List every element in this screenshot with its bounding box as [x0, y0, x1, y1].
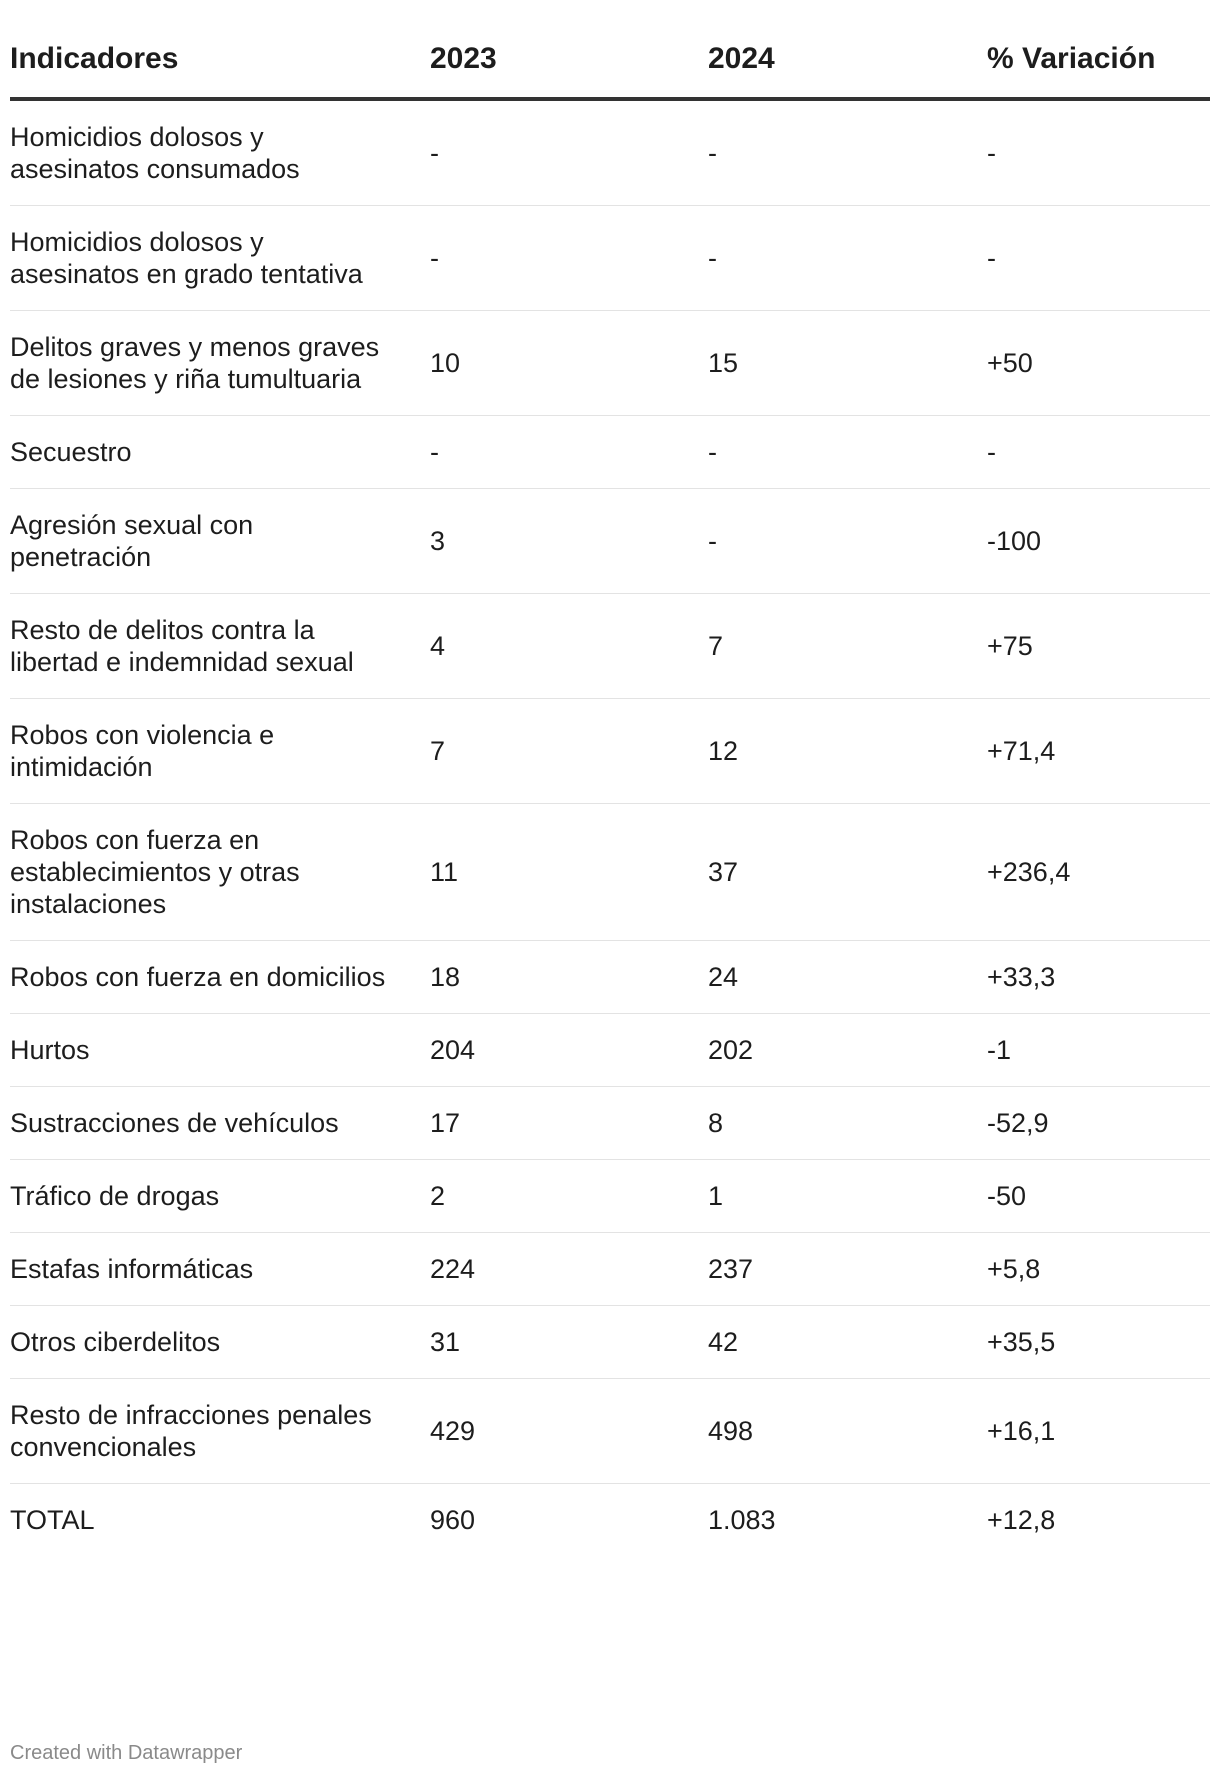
- variation-cell: +35,5: [987, 1305, 1210, 1379]
- column-header-2024[interactable]: 2024: [708, 28, 987, 101]
- value-2023-cell: 429: [430, 1378, 708, 1484]
- variation-cell: +236,4: [987, 803, 1210, 941]
- value-2024-cell: -: [708, 98, 987, 206]
- table-header: Indicadores 2023 2024 % Variación: [10, 28, 1210, 101]
- value-2023-cell: -: [430, 415, 708, 489]
- variation-cell: -: [987, 205, 1210, 311]
- variation-cell: +50: [987, 310, 1210, 416]
- table-row: Agresión sexual con penetración 3- -100: [10, 488, 1210, 594]
- variation-cell: +71,4: [987, 698, 1210, 804]
- value-2023-cell: 3: [430, 488, 708, 594]
- value-2023-cell: 11: [430, 803, 708, 941]
- table-row: Resto de delitos contra la libertad e in…: [10, 593, 1210, 699]
- value-2024-cell: 42: [708, 1305, 987, 1379]
- table-row: Tráfico de drogas 2 1 -50: [10, 1159, 1210, 1233]
- table-row: Secuestro - - -: [10, 415, 1210, 489]
- variation-cell: +5,8: [987, 1232, 1210, 1306]
- crime-indicators-table: Indicadores 2023 2024 % Variación Homici…: [10, 28, 1210, 1556]
- indicator-cell: Secuestro: [10, 415, 430, 489]
- indicator-cell: TOTAL: [10, 1504, 95, 1535]
- value-2024-cell: -: [708, 205, 987, 311]
- value-2023-cell: 31: [430, 1305, 708, 1379]
- indicator-cell: Otros ciberdelitos: [10, 1305, 430, 1379]
- indicator-cell: Estafas informáticas: [10, 1232, 430, 1306]
- table-body: Homicidios dolosos y asesinatos consumad…: [10, 98, 1210, 1556]
- value-2024-cell: 24: [708, 940, 987, 1014]
- indicator-cell: Hurtos: [10, 1013, 430, 1087]
- indicator-cell: Robos con fuerza en domicilios: [10, 940, 430, 1014]
- column-header-indicadores[interactable]: Indicadores: [10, 28, 430, 101]
- indicator-cell: Agresión sexual con penetración: [10, 488, 430, 594]
- value-2024-cell: 7: [708, 593, 987, 699]
- variation-cell: +33,3: [987, 940, 1210, 1014]
- table-row: Sustracciones de vehículos 17 8 -52,9: [10, 1086, 1210, 1160]
- value-2023-cell: 7: [430, 698, 708, 804]
- table-row: TOTAL 960 1.083 +12,8: [10, 1483, 1210, 1556]
- data-table-container: Indicadores 2023 2024 % Variación Homici…: [10, 28, 1210, 1556]
- indicator-cell: Delitos graves y menos graves de lesione…: [10, 310, 430, 416]
- value-2023-cell: 2: [430, 1159, 708, 1233]
- value-2024-cell: 498: [708, 1378, 987, 1484]
- value-2023-cell: -: [430, 205, 708, 311]
- indicator-cell: Robos con violencia e intimidación: [10, 698, 430, 804]
- value-2023-cell: 10: [430, 310, 708, 416]
- variation-cell: -50: [987, 1159, 1210, 1233]
- indicator-cell: Homicidios dolosos y asesinatos consumad…: [10, 98, 430, 206]
- value-2023-cell: -: [430, 98, 708, 206]
- indicator-cell: Sustracciones de vehículos: [10, 1086, 430, 1160]
- table-row: Homicidios dolosos y asesinatos consumad…: [10, 98, 1210, 206]
- datawrapper-credit[interactable]: Created with Datawrapper: [10, 1742, 243, 1764]
- value-2024-cell: 1.083: [708, 1504, 776, 1535]
- variation-cell: +16,1: [987, 1378, 1210, 1484]
- value-2024-cell: 202: [708, 1013, 987, 1087]
- variation-cell: -52,9: [987, 1086, 1210, 1160]
- table-row: Resto de infracciones penales convencion…: [10, 1378, 1210, 1484]
- indicator-cell: Homicidios dolosos y asesinatos en grado…: [10, 205, 430, 311]
- column-header-variacion[interactable]: % Variación: [987, 28, 1210, 101]
- value-2024-cell: 237: [708, 1232, 987, 1306]
- indicator-cell: Resto de infracciones penales convencion…: [10, 1378, 430, 1484]
- value-2024-cell: 15: [708, 310, 987, 416]
- table-row: Delitos graves y menos graves de lesione…: [10, 310, 1210, 416]
- table-row: Robos con violencia e intimidación 7 12 +71…: [10, 698, 1210, 804]
- variation-cell: -100: [987, 488, 1210, 594]
- value-2023-cell: 18: [430, 940, 708, 1014]
- value-2024-cell: 37: [708, 803, 987, 941]
- variation-cell: +12,8: [987, 1504, 1056, 1535]
- value-2023-cell: 4: [430, 593, 708, 699]
- value-2024-cell: 1: [708, 1159, 987, 1233]
- value-2023-cell: 960: [430, 1504, 476, 1535]
- table-row: Estafas informáticas 224 237 +5,8: [10, 1232, 1210, 1306]
- value-2024-cell: -: [708, 488, 987, 594]
- variation-cell: +75: [987, 593, 1210, 699]
- value-2023-cell: 204: [430, 1013, 708, 1087]
- column-header-2023[interactable]: 2023: [430, 28, 708, 101]
- variation-cell: -: [987, 98, 1210, 206]
- value-2023-cell: 17: [430, 1086, 708, 1160]
- variation-cell: -1: [987, 1013, 1210, 1087]
- table-row: Robos con fuerza en domicilios 18 24 +33,3: [10, 940, 1210, 1014]
- indicator-cell: Resto de delitos contra la libertad e in…: [10, 593, 430, 699]
- value-2024-cell: 12: [708, 698, 987, 804]
- table-row: Homicidios dolosos y asesinatos en grado…: [10, 205, 1210, 311]
- value-2024-cell: -: [708, 415, 987, 489]
- variation-cell: -: [987, 415, 1210, 489]
- value-2024-cell: 8: [708, 1086, 987, 1160]
- value-2023-cell: 224: [430, 1232, 708, 1306]
- table-row: Hurtos 204 202 -1: [10, 1013, 1210, 1087]
- table-row: Otros ciberdelitos 31 42 +35,5: [10, 1305, 1210, 1379]
- indicator-cell: Robos con fuerza en establecimientos y o…: [10, 803, 430, 941]
- indicator-cell: Tráfico de drogas: [10, 1159, 430, 1233]
- table-row: Robos con fuerza en establecimientos y o…: [10, 803, 1210, 941]
- header-row: Indicadores 2023 2024 % Variación: [10, 28, 1210, 101]
